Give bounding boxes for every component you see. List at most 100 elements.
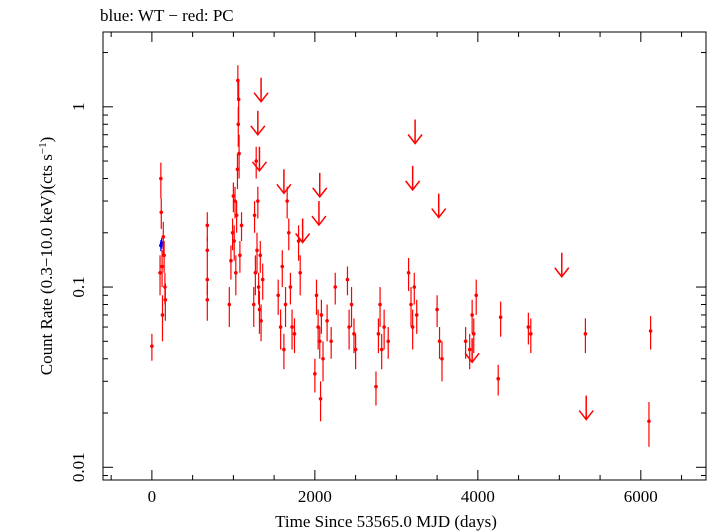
- upper-limit-head: [312, 187, 328, 199]
- data-point-pc: [345, 277, 350, 282]
- data-point-pc: [318, 396, 323, 401]
- data-point-pc: [382, 325, 386, 329]
- x-tick-labels: 0 2000 4000 6000: [148, 487, 658, 506]
- y-tick-label-1: 1: [69, 103, 88, 112]
- data-point-wt: [159, 241, 164, 246]
- data-point-pc: [253, 270, 258, 275]
- upper-limit-arrow: [311, 201, 327, 227]
- upper-limit-arrow: [554, 252, 570, 278]
- x-tick-label-0: 0: [148, 487, 157, 506]
- data-point-pc: [158, 270, 162, 275]
- data-point-pc: [205, 277, 210, 282]
- y-axis-label-main: Count Rate (0.3−10.0 keV)(cts s: [37, 154, 56, 375]
- data-point-pc: [227, 302, 232, 307]
- data-point-pc: [255, 248, 259, 253]
- data-point-pc: [353, 347, 358, 352]
- data-point-pc: [474, 293, 479, 298]
- data-point-pc: [379, 347, 384, 352]
- chart-title: blue: WT − red: PC: [100, 6, 234, 25]
- data-point-pc: [349, 302, 354, 307]
- data-point-pc: [325, 318, 329, 323]
- y-tick-label-0.1: 0.1: [69, 276, 88, 297]
- data-point-pc: [235, 167, 240, 172]
- data-point-pc: [254, 159, 258, 163]
- data-point-pc: [231, 194, 236, 198]
- data-point-pc: [296, 239, 301, 243]
- data-point-pc: [238, 253, 242, 258]
- data-point-pc: [232, 239, 236, 243]
- data-point-pc: [163, 297, 168, 302]
- upper-limit-arrow: [405, 165, 421, 192]
- data-point-pc: [283, 302, 288, 307]
- data-point-pc: [290, 325, 294, 329]
- upper-limit-arrow: [250, 110, 266, 137]
- upper-limit-arrow: [578, 395, 594, 421]
- x-axis-label: Time Since 53565.0 MJD (days): [275, 512, 497, 531]
- data-point-pc: [333, 285, 338, 289]
- data-point-pc: [526, 325, 531, 329]
- data-point-pc: [205, 297, 210, 302]
- upper-limit-arrow: [251, 146, 268, 173]
- x-tick-label-6000: 6000: [624, 487, 658, 506]
- data-point-pc: [234, 270, 238, 275]
- data-point-pc: [471, 332, 476, 336]
- data-point-pc: [406, 270, 411, 275]
- data-point-pc: [205, 223, 210, 228]
- upper-limit-arrow: [253, 77, 269, 103]
- data-point-pc: [496, 376, 501, 381]
- data-point-pc: [314, 293, 319, 298]
- data-point-pc: [347, 325, 351, 329]
- upper-limit-head: [464, 352, 480, 364]
- upper-limit-head: [431, 208, 447, 219]
- data-point-pc: [317, 339, 322, 344]
- data-point-pc: [236, 97, 241, 102]
- upper-limit-head: [405, 180, 421, 192]
- data-point-pc: [352, 332, 356, 336]
- plot-frame: [102, 31, 707, 481]
- data-point-pc: [386, 339, 391, 344]
- upper-limit-head: [251, 161, 268, 173]
- data-point-pc: [205, 248, 210, 253]
- data-point-pc: [437, 339, 442, 344]
- data-point-pc: [529, 332, 533, 336]
- data-point-pc: [292, 332, 297, 336]
- x-tick-label-2000: 2000: [298, 487, 332, 506]
- data-point-pc: [257, 307, 262, 312]
- data-point-pc: [321, 356, 325, 361]
- data-point-pc: [256, 199, 260, 203]
- y-tick-labels: 0.01 0.1 1: [69, 103, 88, 483]
- y-axis-label: Count Rate (0.3−10.0 keV)(cts s−1): [37, 137, 56, 376]
- data-point-pc: [288, 285, 293, 289]
- upper-limit-head: [311, 215, 327, 227]
- upper-limit-arrow: [276, 169, 292, 195]
- data-point-pc: [256, 285, 261, 289]
- data-point-pc: [159, 176, 163, 181]
- data-point-pc: [234, 213, 239, 218]
- data-point-pc: [583, 332, 588, 336]
- data-point-pc: [435, 307, 439, 312]
- data-point-pc: [414, 313, 419, 317]
- data-point-pc: [260, 277, 265, 282]
- x-axis-ticks: [110, 32, 683, 480]
- upper-limit-head: [578, 410, 594, 421]
- data-point-pc: [259, 318, 263, 323]
- upper-limit-head: [250, 125, 266, 137]
- data-point-pc: [410, 325, 415, 329]
- upper-limit-head: [554, 267, 570, 278]
- upper-limit-arrow: [407, 119, 423, 145]
- data-point-pc: [276, 293, 280, 298]
- data-point-pc: [409, 302, 413, 307]
- data-point-pc: [647, 419, 651, 424]
- data-point-pc: [467, 347, 472, 352]
- upper-limit-head: [276, 183, 292, 195]
- data-point-pc: [463, 339, 468, 344]
- y-tick-label-0.01: 0.01: [69, 452, 88, 482]
- data-point-pc: [282, 347, 286, 352]
- y-axis-ticks: [103, 52, 706, 477]
- data-point-pc: [285, 199, 289, 203]
- data-point-pc: [470, 313, 474, 317]
- data-point-pc: [160, 264, 164, 269]
- upper-limit-head: [295, 233, 311, 244]
- data-point-pc: [498, 315, 503, 320]
- data-point-pc: [160, 313, 165, 317]
